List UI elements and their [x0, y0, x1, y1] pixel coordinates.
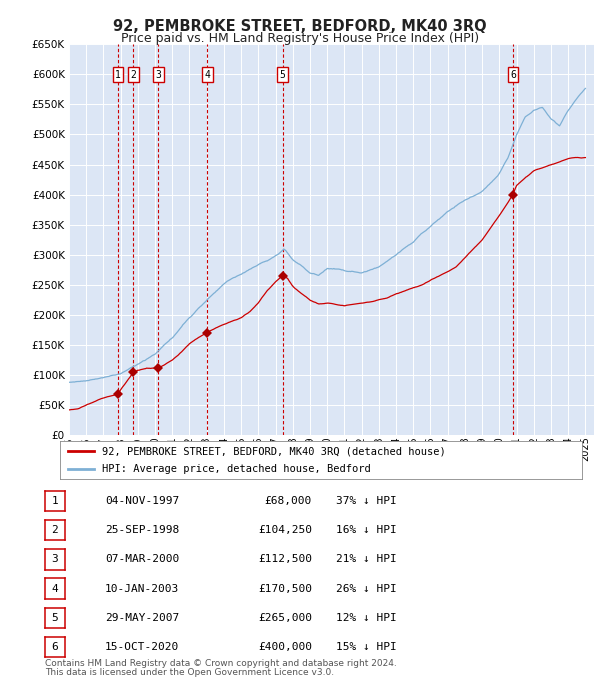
Text: £68,000: £68,000: [265, 496, 312, 506]
Text: 12% ↓ HPI: 12% ↓ HPI: [336, 613, 397, 623]
Text: 2: 2: [52, 525, 58, 535]
Text: £265,000: £265,000: [258, 613, 312, 623]
Text: 5: 5: [280, 69, 286, 80]
Text: 1: 1: [52, 496, 58, 506]
Text: £400,000: £400,000: [258, 642, 312, 652]
Text: 3: 3: [155, 69, 161, 80]
Text: 21% ↓ HPI: 21% ↓ HPI: [336, 554, 397, 564]
Text: 04-NOV-1997: 04-NOV-1997: [105, 496, 179, 506]
Text: 16% ↓ HPI: 16% ↓ HPI: [336, 525, 397, 535]
Text: 29-MAY-2007: 29-MAY-2007: [105, 613, 179, 623]
Text: 15% ↓ HPI: 15% ↓ HPI: [336, 642, 397, 652]
Text: 15-OCT-2020: 15-OCT-2020: [105, 642, 179, 652]
Text: £170,500: £170,500: [258, 583, 312, 594]
Text: 6: 6: [52, 642, 58, 652]
Text: £104,250: £104,250: [258, 525, 312, 535]
Text: 1: 1: [115, 69, 121, 80]
Text: Contains HM Land Registry data © Crown copyright and database right 2024.: Contains HM Land Registry data © Crown c…: [45, 659, 397, 668]
Text: £112,500: £112,500: [258, 554, 312, 564]
Text: 4: 4: [52, 583, 58, 594]
Text: 6: 6: [510, 69, 516, 80]
Text: Price paid vs. HM Land Registry's House Price Index (HPI): Price paid vs. HM Land Registry's House …: [121, 32, 479, 45]
Text: 92, PEMBROKE STREET, BEDFORD, MK40 3RQ (detached house): 92, PEMBROKE STREET, BEDFORD, MK40 3RQ (…: [102, 446, 446, 456]
Text: 2: 2: [130, 69, 136, 80]
Text: 26% ↓ HPI: 26% ↓ HPI: [336, 583, 397, 594]
Text: HPI: Average price, detached house, Bedford: HPI: Average price, detached house, Bedf…: [102, 464, 371, 474]
Text: 25-SEP-1998: 25-SEP-1998: [105, 525, 179, 535]
Text: 10-JAN-2003: 10-JAN-2003: [105, 583, 179, 594]
Text: 37% ↓ HPI: 37% ↓ HPI: [336, 496, 397, 506]
Text: 5: 5: [52, 613, 58, 623]
Text: This data is licensed under the Open Government Licence v3.0.: This data is licensed under the Open Gov…: [45, 668, 334, 677]
Text: 92, PEMBROKE STREET, BEDFORD, MK40 3RQ: 92, PEMBROKE STREET, BEDFORD, MK40 3RQ: [113, 19, 487, 34]
Text: 07-MAR-2000: 07-MAR-2000: [105, 554, 179, 564]
Text: 3: 3: [52, 554, 58, 564]
Text: 4: 4: [204, 69, 210, 80]
